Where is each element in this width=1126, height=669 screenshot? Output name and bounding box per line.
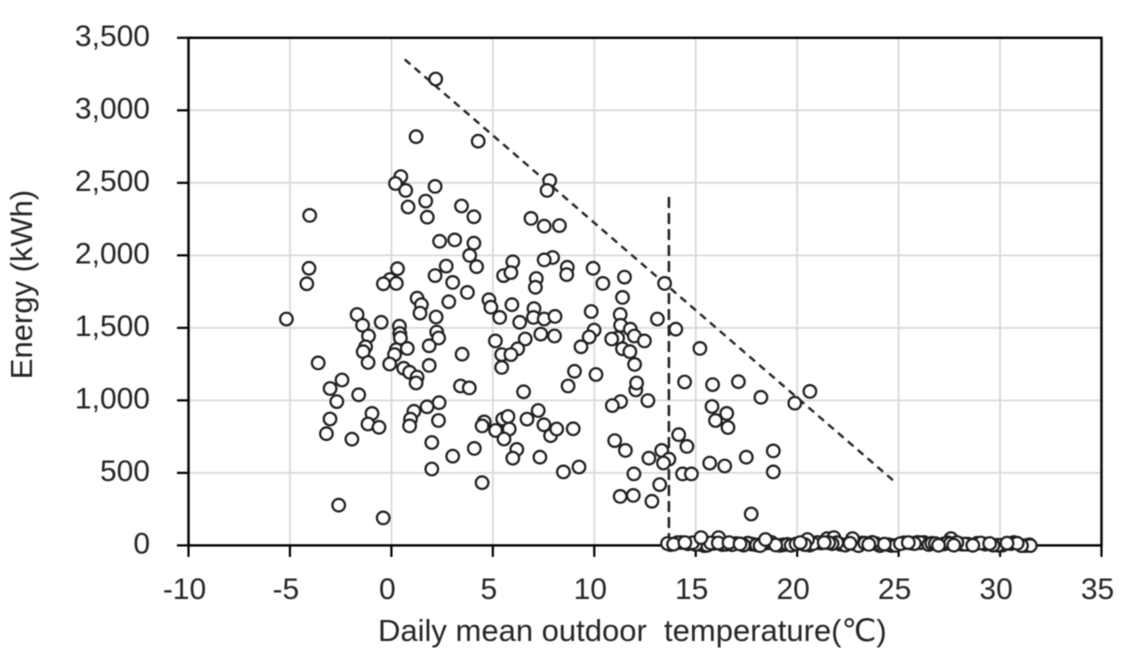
svg-text:-10: -10 — [163, 573, 206, 606]
svg-text:-5: -5 — [273, 573, 300, 606]
svg-text:1,000: 1,000 — [75, 382, 150, 415]
svg-text:0: 0 — [133, 527, 150, 560]
svg-text:2,000: 2,000 — [75, 237, 150, 270]
svg-text:3,000: 3,000 — [75, 92, 150, 125]
svg-text:25: 25 — [878, 573, 911, 606]
svg-text:2,500: 2,500 — [75, 165, 150, 198]
svg-text:5: 5 — [480, 573, 497, 606]
svg-text:10: 10 — [574, 573, 607, 606]
svg-text:15: 15 — [675, 573, 708, 606]
svg-text:30: 30 — [979, 573, 1012, 606]
svg-text:Daily mean outdoor temperatur: Daily mean outdoor temperature(℃) — [378, 613, 887, 648]
svg-text:3,500: 3,500 — [75, 20, 150, 53]
svg-text:0: 0 — [379, 573, 396, 606]
svg-text:Energy (kWh): Energy (kWh) — [4, 190, 39, 379]
svg-text:500: 500 — [100, 455, 150, 488]
svg-text:35: 35 — [1081, 573, 1114, 606]
svg-text:20: 20 — [777, 573, 810, 606]
svg-text:1,500: 1,500 — [75, 310, 150, 343]
